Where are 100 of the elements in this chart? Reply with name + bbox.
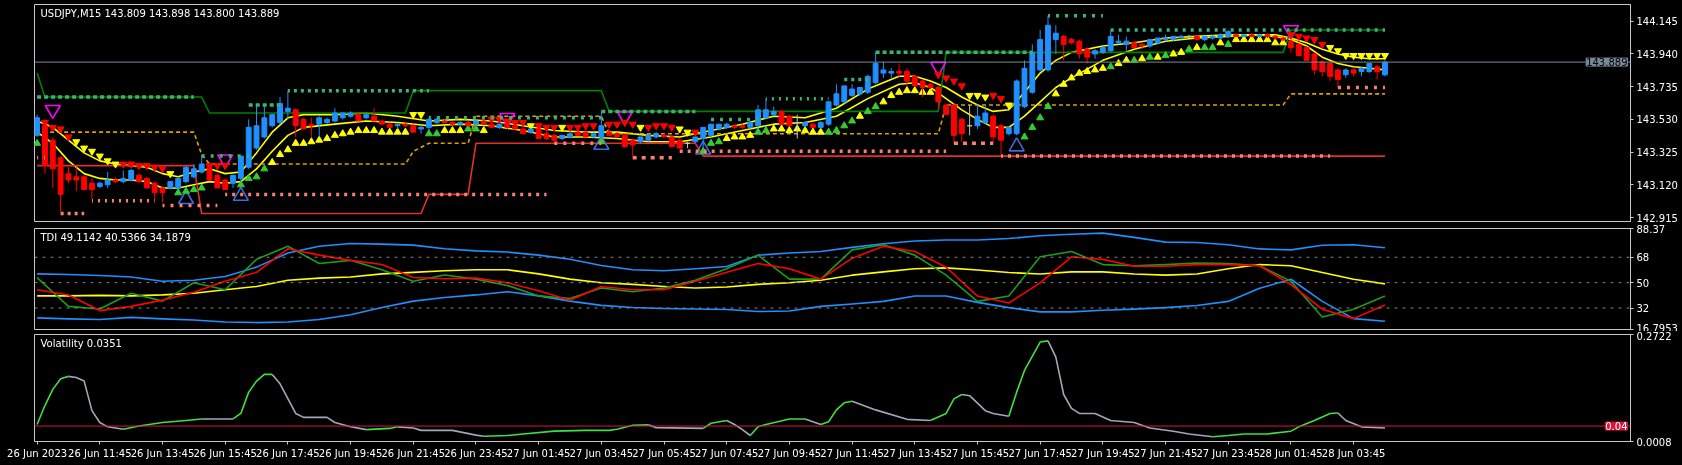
line-series [122,418,203,430]
x-tick-label: 27 Jun 15:45 [945,447,1010,459]
candlestick [998,123,1004,155]
point [1044,102,1052,110]
point [1365,53,1374,61]
point [1310,37,1319,45]
x-tick-label: 26 Jun 15:45 [193,447,257,459]
y-tick-label: 88.37 [1636,223,1666,235]
point [942,75,951,83]
point [628,121,637,129]
point [56,126,65,134]
line-series [36,278,1386,324]
candlestick [1052,24,1059,55]
point [134,163,143,171]
point [542,124,551,132]
point [675,126,684,134]
point [95,153,104,161]
x-tick-label: 27 Jun 03:45 [569,447,634,459]
point [636,124,645,132]
x-tick-label: 26 Jun 21:45 [381,447,446,459]
candlestick [277,96,283,125]
point [1349,53,1358,61]
point [1200,43,1209,51]
point [103,158,112,166]
x-tick-label: 27 Jun 09:45 [757,447,822,459]
ref-line-label: 143.889 [1586,57,1628,69]
line-series [1047,340,1214,438]
point [667,124,676,132]
point [605,121,614,129]
line-series [482,424,650,438]
point [550,124,559,132]
point [80,145,89,153]
point [142,163,151,171]
point [714,137,723,145]
x-tick-label: 28 Jun 01:45 [1259,447,1323,459]
point [1302,35,1311,43]
chart-title: TDI 49.1142 40.5366 34.1879 [39,231,191,243]
point [1036,113,1045,121]
point [707,138,716,146]
x-tick-label: 27 Jun 05:45 [632,447,696,459]
point [996,96,1005,104]
point [48,124,57,132]
point [652,123,661,131]
line-series [749,418,806,437]
candlestick [762,98,769,120]
line-series [819,400,853,426]
x-tick-label: 27 Jun 07:45 [694,447,759,459]
point [1341,53,1350,61]
point [957,83,966,91]
line-series [36,232,1386,283]
candlestick [34,114,41,138]
point [111,161,120,169]
y-tick-label: 144.145 [1636,16,1678,28]
y-tick-label: 143.530 [1636,114,1678,126]
point [236,180,245,188]
point [221,163,230,171]
line-series [725,419,752,437]
point [34,138,42,146]
x-tick-label: 27 Jun 13:45 [883,447,947,459]
candlestick [755,104,761,128]
point [1106,62,1115,70]
point [589,123,598,131]
x-tick-label: 27 Jun 17:45 [1008,447,1072,459]
y-tick-label: 143.120 [1636,179,1678,191]
candlestick [1335,67,1341,88]
point [166,171,175,179]
point [174,188,183,196]
line-series [232,373,273,420]
point [581,123,590,131]
point [949,78,958,86]
candlestick [418,125,425,135]
point [558,124,567,132]
point [127,161,136,169]
point [848,116,857,124]
point [981,94,990,102]
point [1020,132,1029,140]
candlestick [284,90,291,120]
point [840,121,849,129]
candlestick [1374,64,1381,80]
point [973,92,982,100]
point [182,186,190,194]
point [1161,51,1170,59]
point [761,126,770,134]
y-tick-label: 143.325 [1636,147,1678,159]
point [934,72,943,80]
point [424,129,433,137]
line-series [1337,412,1386,429]
line-series [1211,412,1339,438]
point [213,163,222,171]
candlestick [198,153,205,175]
x-tick-label: 26 Jun 11:45 [68,447,132,459]
x-tick-label: 27 Jun 11:45 [820,447,884,459]
point [691,129,700,137]
point [150,164,159,172]
candlestick [89,177,95,200]
point [965,92,974,100]
point [72,139,81,147]
point [432,129,441,137]
point [252,172,261,180]
x-tick-label: 26 Jun 23:45 [444,447,508,459]
